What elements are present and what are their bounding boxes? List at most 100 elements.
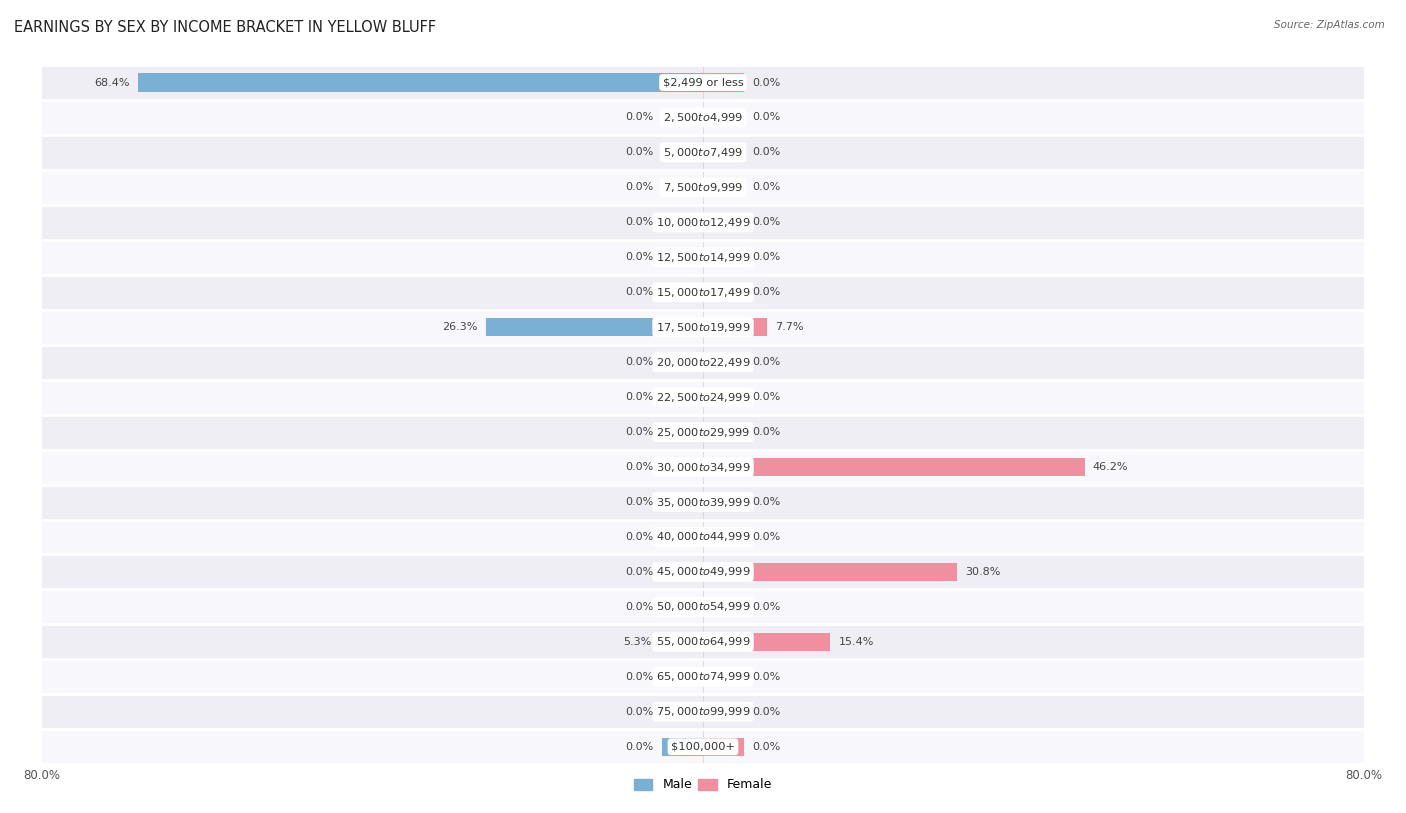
Bar [42,65,1364,100]
Text: 30.8%: 30.8% [966,567,1001,577]
Text: 15.4%: 15.4% [838,637,875,647]
Bar [42,729,1364,764]
Text: $40,000 to $44,999: $40,000 to $44,999 [655,531,751,543]
Text: 0.0%: 0.0% [626,252,654,263]
Text: 0.0%: 0.0% [752,77,780,88]
Text: $100,000+: $100,000+ [671,741,735,752]
Bar [42,345,1364,380]
Bar [662,213,703,232]
Text: 0.0%: 0.0% [626,741,654,752]
Bar [662,528,703,546]
Bar [703,73,744,92]
Text: 0.0%: 0.0% [626,532,654,542]
Text: 0.0%: 0.0% [626,567,654,577]
Bar [703,458,1084,476]
Bar [662,737,703,756]
Bar [703,248,744,267]
Bar [703,178,744,197]
Bar [42,485,1364,520]
Bar [662,667,703,686]
Text: $22,500 to $24,999: $22,500 to $24,999 [655,391,751,403]
Bar [42,100,1364,135]
Bar [42,380,1364,415]
Bar [42,589,1364,624]
Text: 46.2%: 46.2% [1092,462,1129,472]
Bar [662,702,703,721]
Text: Source: ZipAtlas.com: Source: ZipAtlas.com [1274,20,1385,30]
Bar [662,458,703,476]
Text: $75,000 to $99,999: $75,000 to $99,999 [655,706,751,718]
Bar [703,493,744,511]
Text: $15,000 to $17,499: $15,000 to $17,499 [655,286,751,298]
Text: 0.0%: 0.0% [626,287,654,298]
Bar [138,73,703,92]
Text: 5.3%: 5.3% [623,637,651,647]
Text: 0.0%: 0.0% [626,706,654,717]
Text: 0.0%: 0.0% [626,112,654,123]
Text: 0.0%: 0.0% [626,182,654,193]
Bar [662,388,703,406]
Bar [42,450,1364,485]
Bar [703,633,830,651]
Text: 0.0%: 0.0% [626,147,654,158]
Bar [662,563,703,581]
Text: 0.0%: 0.0% [626,357,654,367]
Text: 0.0%: 0.0% [752,706,780,717]
Text: $25,000 to $29,999: $25,000 to $29,999 [655,426,751,438]
Text: $17,500 to $19,999: $17,500 to $19,999 [655,321,751,333]
Bar [662,178,703,197]
Text: $20,000 to $22,499: $20,000 to $22,499 [655,356,751,368]
Text: 0.0%: 0.0% [752,252,780,263]
Text: 0.0%: 0.0% [752,602,780,612]
Text: $2,499 or less: $2,499 or less [662,77,744,88]
Text: 0.0%: 0.0% [752,357,780,367]
Text: 0.0%: 0.0% [752,112,780,123]
Text: $45,000 to $49,999: $45,000 to $49,999 [655,566,751,578]
Text: 0.0%: 0.0% [626,672,654,682]
Bar [662,493,703,511]
Text: 0.0%: 0.0% [752,741,780,752]
Text: 26.3%: 26.3% [441,322,478,333]
Bar [703,318,766,337]
Bar [42,659,1364,694]
Text: 7.7%: 7.7% [775,322,803,333]
Bar [42,135,1364,170]
Text: 0.0%: 0.0% [752,147,780,158]
Text: 0.0%: 0.0% [626,392,654,402]
Bar [42,240,1364,275]
Legend: Male, Female: Male, Female [628,773,778,797]
Text: EARNINGS BY SEX BY INCOME BRACKET IN YELLOW BLUFF: EARNINGS BY SEX BY INCOME BRACKET IN YEL… [14,20,436,35]
Text: 68.4%: 68.4% [94,77,129,88]
Bar [662,423,703,441]
Bar [662,143,703,162]
Bar [42,205,1364,240]
Bar [42,554,1364,589]
Text: 0.0%: 0.0% [752,392,780,402]
Bar [703,108,744,127]
Bar [703,598,744,616]
Text: $7,500 to $9,999: $7,500 to $9,999 [664,181,742,193]
Bar [703,143,744,162]
Text: 0.0%: 0.0% [752,532,780,542]
Bar [42,694,1364,729]
Text: $5,000 to $7,499: $5,000 to $7,499 [664,146,742,159]
Bar [42,170,1364,205]
Bar [42,415,1364,450]
Text: $65,000 to $74,999: $65,000 to $74,999 [655,671,751,683]
Bar [703,388,744,406]
Text: $2,500 to $4,999: $2,500 to $4,999 [664,111,742,124]
Text: 0.0%: 0.0% [752,497,780,507]
Bar [703,667,744,686]
Text: 0.0%: 0.0% [626,602,654,612]
Bar [662,108,703,127]
Text: 0.0%: 0.0% [752,672,780,682]
Bar [485,318,703,337]
Bar [703,423,744,441]
Text: $30,000 to $34,999: $30,000 to $34,999 [655,461,751,473]
Bar [703,563,957,581]
Bar [703,702,744,721]
Bar [42,310,1364,345]
Bar [42,624,1364,659]
Bar [703,528,744,546]
Bar [659,633,703,651]
